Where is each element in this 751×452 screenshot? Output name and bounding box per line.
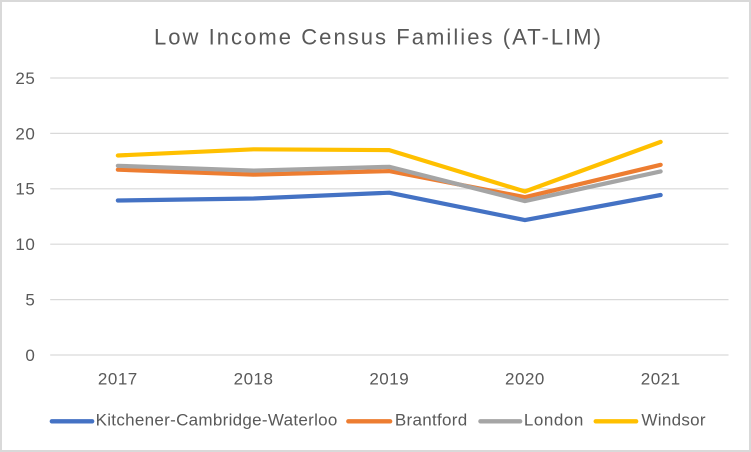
svg-text:2021: 2021 xyxy=(641,370,681,389)
svg-text:25: 25 xyxy=(15,69,35,88)
svg-text:London: London xyxy=(524,411,584,430)
svg-text:Low Income Census Families (AT: Low Income Census Families (AT-LIM) xyxy=(154,24,603,49)
svg-text:2020: 2020 xyxy=(505,370,545,389)
svg-text:2017: 2017 xyxy=(98,370,138,389)
svg-text:0: 0 xyxy=(25,346,35,365)
svg-text:2018: 2018 xyxy=(234,370,274,389)
svg-text:20: 20 xyxy=(15,124,35,143)
svg-text:5: 5 xyxy=(25,291,35,310)
svg-text:10: 10 xyxy=(15,235,35,254)
svg-text:Kitchener-Cambridge-Waterloo: Kitchener-Cambridge-Waterloo xyxy=(96,411,338,430)
svg-text:Brantford: Brantford xyxy=(395,411,468,430)
svg-text:2019: 2019 xyxy=(369,370,409,389)
svg-text:Windsor: Windsor xyxy=(641,411,705,430)
svg-text:15: 15 xyxy=(15,180,35,199)
